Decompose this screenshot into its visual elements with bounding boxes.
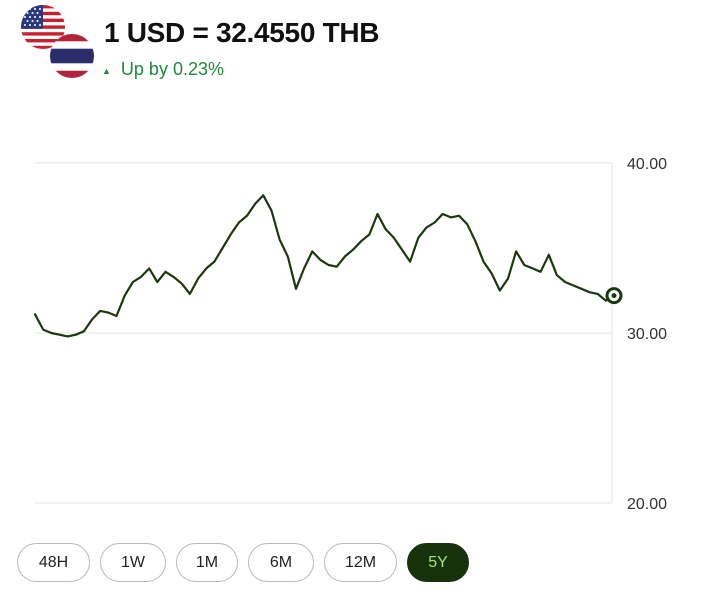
range-48h-button[interactable]: 48H xyxy=(17,543,90,582)
range-1m-button[interactable]: 1M xyxy=(176,543,238,582)
range-12m-button[interactable]: 12M xyxy=(324,543,397,582)
y-tick-label: 30.00 xyxy=(627,326,667,343)
us-flag-icon xyxy=(21,5,65,49)
exchange-rate-title: 1 USD = 32.4550 THB xyxy=(104,17,380,48)
rate-chart-svg: 40.00 30.00 20.00 xyxy=(33,156,667,513)
time-range-selector: 48H 1W 1M 6M 12M 5Y xyxy=(17,543,469,582)
thailand-flag-icon xyxy=(50,34,94,78)
range-6m-button[interactable]: 6M xyxy=(248,543,314,582)
rate-series-line xyxy=(33,194,616,338)
rate-chart: 40.00 30.00 20.00 xyxy=(0,140,702,530)
y-tick-label: 20.00 xyxy=(627,496,667,513)
rate-change: ▲ Up by 0.23% xyxy=(102,59,224,80)
y-tick-label: 40.00 xyxy=(627,156,667,173)
rate-header: 1 USD = 32.4550 THB ▲ Up by 0.23% xyxy=(0,0,702,90)
current-rate-marker-dot xyxy=(611,293,617,299)
triangle-up-icon: ▲ xyxy=(102,65,111,76)
rate-change-text: Up by 0.23% xyxy=(120,59,224,79)
range-1w-button[interactable]: 1W xyxy=(100,543,166,582)
range-5y-button[interactable]: 5Y xyxy=(407,543,469,582)
